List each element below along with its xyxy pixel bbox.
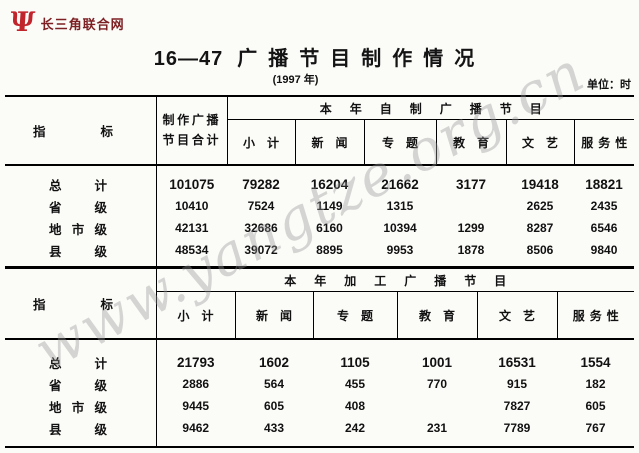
table-row-prefecture: 地市级 9445 605 408 7827 605 [5,395,634,417]
row-label: 省级 [49,378,107,393]
data-cell: 9462 [182,421,210,435]
data-cell: 9445 [182,399,210,413]
data-cell: 3177 [455,176,487,192]
data-cell [397,395,477,417]
data-cell: 101075 [169,176,215,192]
column-header-education: 教育 [435,119,506,166]
data-cell: 770 [426,377,448,391]
column-header-arts: 文艺 [505,119,574,166]
self-produced-table: 指标 制作广播节目合计 本年自制广播节目 小计 新闻 专题 教育 文艺 服务性 … [5,95,635,268]
data-cell: 1001 [421,354,453,370]
data-cell: 6546 [590,221,618,235]
data-cell: 2886 [182,377,210,391]
psi-logo-icon: Ψ [8,7,36,38]
data-cell: 455 [344,377,366,391]
data-cell: 231 [426,421,448,435]
indicator-header: 指标 [5,96,157,166]
title-number: 16—47 [153,48,224,70]
column-header-news: 新闻 [294,119,364,166]
table-row-province: 省级 2886 564 455 770 915 182 [5,373,634,395]
row-label: 地市级 [49,222,107,237]
title-text: 广播节目制作情况 [237,48,486,70]
column-header-subtotal: 小计 [156,291,235,340]
data-cell: 7827 [503,399,531,413]
column-header-feature: 专题 [312,291,397,340]
data-cell: 564 [263,377,285,391]
data-cell: 605 [585,399,606,413]
column-header-arts: 文艺 [476,291,557,340]
data-cell: 21793 [176,354,215,370]
data-cell: 16531 [498,354,536,370]
row-label: 总计 [49,356,107,371]
data-cell: 1878 [457,243,485,257]
data-cell: 10394 [383,221,417,235]
column-header-feature: 专题 [363,119,436,166]
row-label: 省级 [49,200,107,215]
brand-logo[interactable]: Ψ 长三角联合网 [8,7,125,38]
data-cell: 1315 [386,199,414,213]
data-cell: 1602 [258,354,290,370]
data-cell: 433 [263,421,285,435]
data-cell: 8895 [316,243,343,257]
data-cell: 19418 [521,176,559,192]
data-cell: 8287 [526,221,554,235]
data-cell: 2435 [590,199,618,213]
column-header-service: 服务性 [573,119,635,166]
data-cell: 16204 [310,176,349,192]
data-cell [436,195,506,217]
title-year: (1997 年) [272,74,319,86]
data-cell: 408 [344,399,366,413]
data-cell: 21662 [381,176,419,192]
data-cell: 42131 [175,221,209,235]
column-header-education: 教育 [396,291,477,340]
table-row-total: 总计 101075 79282 16204 21662 3177 19418 1… [5,165,634,195]
data-cell: 7524 [247,199,275,213]
data-cell: 18821 [585,176,623,192]
column-header-service: 服务性 [556,291,635,340]
data-cell: 6160 [316,221,343,235]
group-header-processed: 本年加工广播节目 [156,268,635,292]
column-header-news: 新闻 [234,291,313,340]
total-column-header: 制作广播节目合计 [156,96,228,166]
page-title: 16—47 广播节目制作情况 [0,42,639,71]
group-header-self-produced: 本年自制广播节目 [227,96,635,120]
data-cell: 10410 [175,199,209,213]
row-label: 地市级 [49,400,107,415]
data-cell: 915 [506,377,528,391]
data-cell: 1299 [457,221,485,235]
row-label: 总计 [49,178,107,193]
table-row-prefecture: 地市级 42131 32686 6160 10394 1299 8287 654… [5,217,634,239]
indicator-header-label: 指标 [33,125,113,139]
table-row-province: 省级 10410 7524 1149 1315 2625 2435 [5,195,634,217]
data-cell: 79282 [242,176,280,192]
data-cell: 39072 [244,243,278,257]
data-cell: 605 [263,399,285,413]
data-cell: 767 [585,421,606,435]
data-cell: 182 [585,377,606,391]
indicator-header-label: 指标 [33,298,113,312]
data-cell: 2625 [526,199,554,213]
row-label: 县级 [49,244,107,259]
data-cell: 1149 [316,199,343,213]
data-cell: 1554 [580,354,611,370]
data-cell: 1105 [340,354,370,370]
processed-table: 指标 本年加工广播节目 小计 新闻 专题 教育 文艺 服务性 总计 21793 … [5,267,635,448]
table-row-county: 县级 48534 39072 8895 9953 1878 8506 9840 [5,239,634,267]
data-cell: 7789 [503,421,531,435]
unit-label: 单位：时 [587,79,631,91]
indicator-header: 指标 [5,268,157,340]
row-label: 县级 [49,422,107,437]
data-cell: 242 [344,421,366,435]
column-header-subtotal: 小计 [227,119,295,166]
data-cell: 9840 [590,243,618,257]
total-column-label: 制作广播节目合计 [162,113,221,147]
data-cell: 8506 [526,243,554,257]
data-cell: 48534 [175,243,209,257]
data-cell: 9953 [386,243,414,257]
table-row-county: 县级 9462 433 242 231 7789 767 [5,417,634,447]
data-cell: 32686 [244,221,278,235]
brand-name: 长三角联合网 [40,16,125,32]
table-row-total: 总计 21793 1602 1105 1001 16531 1554 [5,339,634,373]
